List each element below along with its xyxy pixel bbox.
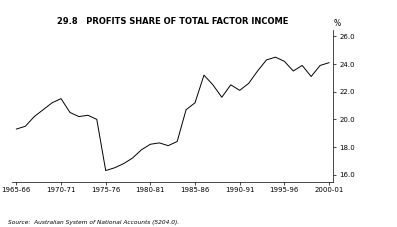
Text: Source:  Australian System of National Accounts (5204.0).: Source: Australian System of National Ac… bbox=[8, 220, 179, 225]
Text: %: % bbox=[333, 19, 341, 28]
Title: 29.8   PROFITS SHARE OF TOTAL FACTOR INCOME: 29.8 PROFITS SHARE OF TOTAL FACTOR INCOM… bbox=[57, 17, 288, 26]
